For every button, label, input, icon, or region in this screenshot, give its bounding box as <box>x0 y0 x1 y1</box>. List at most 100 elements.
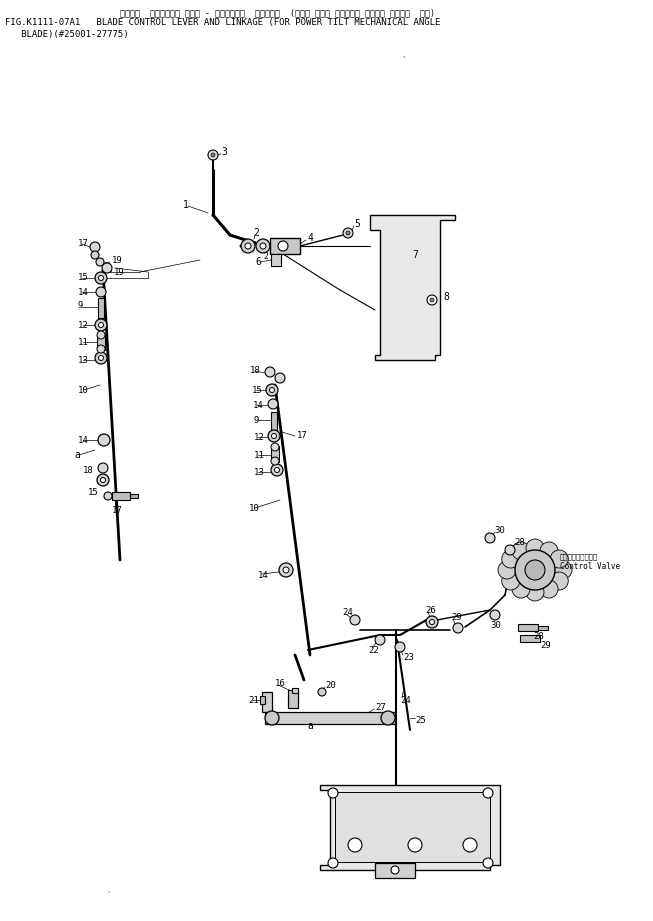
Text: 2: 2 <box>253 228 259 238</box>
Text: 25: 25 <box>415 716 426 725</box>
Circle shape <box>96 258 104 266</box>
Text: 19: 19 <box>112 255 123 264</box>
Circle shape <box>274 468 279 472</box>
Text: 28: 28 <box>514 538 525 546</box>
Bar <box>270 238 300 254</box>
Circle shape <box>430 620 434 624</box>
Bar <box>292 688 298 693</box>
Circle shape <box>453 623 463 633</box>
Circle shape <box>426 616 438 628</box>
Circle shape <box>245 243 251 249</box>
Polygon shape <box>320 785 500 870</box>
Text: 9: 9 <box>78 300 84 309</box>
Text: 30: 30 <box>494 526 505 534</box>
Circle shape <box>266 384 278 396</box>
Circle shape <box>260 243 266 249</box>
Text: 1: 1 <box>183 200 189 210</box>
Text: コントロールバルブ: コントロールバルブ <box>560 554 598 560</box>
Text: a: a <box>74 450 80 460</box>
Circle shape <box>483 788 493 798</box>
Text: 20: 20 <box>325 681 336 690</box>
Circle shape <box>485 533 495 543</box>
Text: 24: 24 <box>400 695 411 705</box>
Circle shape <box>275 373 285 383</box>
Text: 3: 3 <box>221 147 227 157</box>
Circle shape <box>208 150 218 160</box>
Text: 29: 29 <box>540 640 550 649</box>
Bar <box>130 494 138 498</box>
Bar <box>538 626 548 630</box>
Circle shape <box>512 580 530 598</box>
Text: .: . <box>105 885 112 895</box>
Text: 8: 8 <box>443 292 449 302</box>
Circle shape <box>97 345 105 353</box>
Circle shape <box>95 352 107 364</box>
Text: 5: 5 <box>354 219 360 229</box>
Text: 11: 11 <box>78 337 89 346</box>
Circle shape <box>490 610 500 620</box>
Circle shape <box>271 443 279 451</box>
Text: 12: 12 <box>254 433 264 441</box>
Polygon shape <box>370 215 455 360</box>
Circle shape <box>395 642 405 652</box>
Text: 7: 7 <box>412 250 418 260</box>
Bar <box>271 412 277 430</box>
Bar <box>288 690 298 708</box>
Circle shape <box>102 263 112 273</box>
Text: 17: 17 <box>297 430 308 439</box>
Text: 10: 10 <box>249 504 260 512</box>
Circle shape <box>348 838 362 852</box>
Text: 4: 4 <box>308 233 314 243</box>
Circle shape <box>278 241 288 251</box>
Bar <box>375 863 415 878</box>
Text: 28: 28 <box>533 632 544 640</box>
Text: 18: 18 <box>83 465 94 474</box>
Text: 22: 22 <box>368 646 379 655</box>
Circle shape <box>272 434 276 438</box>
Bar <box>335 792 490 862</box>
Bar <box>262 692 272 712</box>
Text: 23: 23 <box>403 652 414 661</box>
Circle shape <box>211 153 215 157</box>
Circle shape <box>540 542 558 560</box>
Text: 19: 19 <box>114 267 125 276</box>
Bar <box>260 696 265 704</box>
Text: 17: 17 <box>112 506 123 515</box>
Bar <box>520 635 540 642</box>
Circle shape <box>99 322 103 328</box>
Text: FIG.K1111-07A1   BLADE CONTROL LEVER AND LINKAGE (FOR POWER TILT MECHANICAL ANGL: FIG.K1111-07A1 BLADE CONTROL LEVER AND L… <box>5 18 440 27</box>
Text: 15: 15 <box>78 273 89 282</box>
Text: .: . <box>400 50 407 60</box>
Text: BLADE)(#25001-27775): BLADE)(#25001-27775) <box>5 30 129 39</box>
Circle shape <box>502 572 520 590</box>
Text: 27: 27 <box>375 703 386 712</box>
Circle shape <box>90 242 100 252</box>
Text: 26: 26 <box>425 605 436 614</box>
Circle shape <box>95 319 107 331</box>
Text: 2: 2 <box>263 251 268 261</box>
Bar <box>98 298 104 318</box>
Circle shape <box>408 838 422 852</box>
Circle shape <box>270 388 274 392</box>
Circle shape <box>256 239 270 253</box>
Bar <box>97 334 105 350</box>
Bar <box>518 624 538 631</box>
Circle shape <box>104 492 112 500</box>
Text: a: a <box>307 721 313 731</box>
Text: 21: 21 <box>248 695 259 705</box>
Circle shape <box>540 580 558 598</box>
Circle shape <box>526 583 544 601</box>
Circle shape <box>95 272 107 284</box>
Text: 13: 13 <box>254 468 264 476</box>
Text: Control Valve: Control Valve <box>560 562 620 570</box>
Text: 29: 29 <box>451 612 462 622</box>
Text: ブレード  コントロール レバー - オプサービス  リンケージ  (パワー チルト メカニカル アングル ブレード  ヨウ): ブレード コントロール レバー - オプサービス リンケージ (パワー チルト … <box>120 8 435 17</box>
Circle shape <box>98 463 108 473</box>
Circle shape <box>271 457 279 465</box>
Circle shape <box>97 474 109 486</box>
Circle shape <box>391 866 399 874</box>
Bar <box>265 712 395 724</box>
Circle shape <box>550 550 568 568</box>
Text: 17: 17 <box>78 239 89 248</box>
Text: 16: 16 <box>275 679 286 687</box>
